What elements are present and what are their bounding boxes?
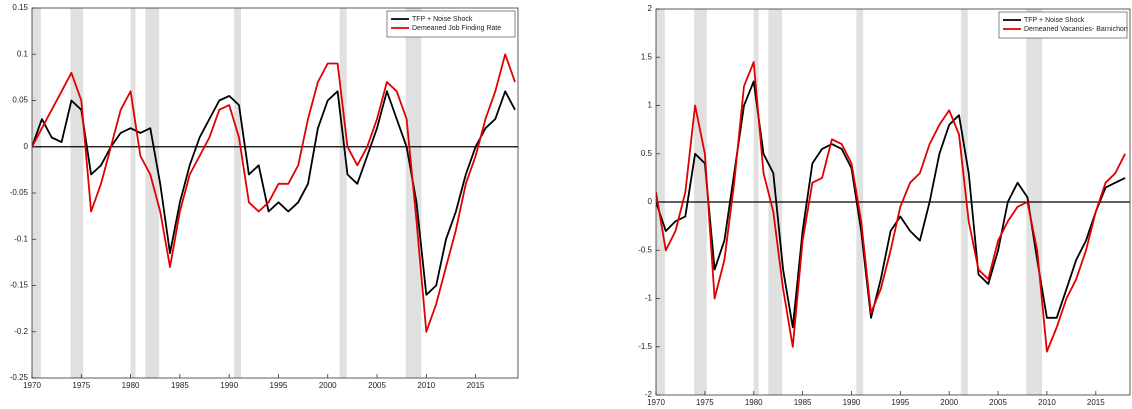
series-line [656, 80, 1126, 329]
x-tick-label: 1975 [72, 381, 90, 390]
x-tick-label: 2015 [467, 381, 485, 390]
legend-box [386, 10, 516, 38]
x-tick-label: 1995 [891, 398, 909, 407]
x-tick-label: 1990 [220, 381, 238, 390]
y-tick-label: 0.05 [12, 96, 28, 105]
y-tick-label: 0 [24, 142, 29, 151]
legend-label: TFP + Noise Shock [412, 16, 473, 23]
x-tick-label: 1985 [171, 381, 189, 390]
y-tick-label: -0.2 [14, 327, 28, 336]
legend-box [998, 11, 1128, 39]
x-tick-label: 1990 [843, 398, 861, 407]
recession-band [32, 8, 41, 378]
y-tick-label: 1 [648, 101, 653, 110]
recession-band [70, 8, 84, 378]
axes-frame [31, 7, 519, 379]
y-tick-label: -0.05 [10, 188, 29, 197]
x-tick-label: 1970 [23, 381, 41, 390]
plot-area [32, 8, 518, 378]
y-tick-label: 0.5 [641, 149, 653, 158]
y-tick-label: -1 [645, 294, 653, 303]
legend-label: TFP + Noise Shock [1024, 17, 1085, 24]
y-tick-label: 0.15 [12, 3, 28, 12]
y-tick-label: -0.5 [638, 245, 652, 254]
x-tick-label: 2010 [417, 381, 435, 390]
plot: 1970 1975 1980 1985 1990 1995 2000 2005 2010 2015… [638, 4, 1131, 407]
y-tick-label: -0.1 [14, 234, 28, 243]
series-line [32, 53, 516, 333]
x-tick-label: 1980 [745, 398, 763, 407]
recession-band [130, 8, 136, 378]
y-tick-label: 1.5 [641, 52, 653, 61]
series-line [32, 90, 516, 296]
legend-label: Demeaned Vacancies- Barnichon [1024, 26, 1128, 33]
x-tick-label: 1970 [647, 398, 665, 407]
y-tick-label: 0.1 [17, 49, 29, 58]
x-tick-label: 2005 [368, 381, 386, 390]
y-tick-label: -0.25 [10, 373, 29, 382]
x-tick-label: 2000 [319, 381, 337, 390]
y-tick-label: -2 [645, 390, 653, 399]
y-tick-label: -0.15 [10, 281, 29, 290]
recession-band [234, 8, 241, 378]
plot: 1970 1975 1980 1985 1990 1995 2000 2005 2010 2015… [10, 3, 519, 390]
recession-band [339, 8, 347, 378]
legend-label: Demeaned Job Finding Rate [412, 25, 501, 32]
x-tick-label: 2005 [989, 398, 1007, 407]
x-tick-label: 2000 [940, 398, 958, 407]
x-tick-label: 1975 [696, 398, 714, 407]
y-tick-label: 0 [648, 197, 653, 206]
x-tick-label: 1980 [122, 381, 140, 390]
recession-band [145, 8, 160, 378]
plot-area [656, 9, 1130, 395]
x-tick-label: 2015 [1087, 398, 1105, 407]
x-tick-label: 1985 [794, 398, 812, 407]
y-tick-label: 2 [648, 4, 653, 13]
x-tick-label: 1995 [270, 381, 288, 390]
y-tick-label: -1.5 [638, 342, 652, 351]
x-tick-label: 2010 [1038, 398, 1056, 407]
series-line [656, 61, 1126, 353]
